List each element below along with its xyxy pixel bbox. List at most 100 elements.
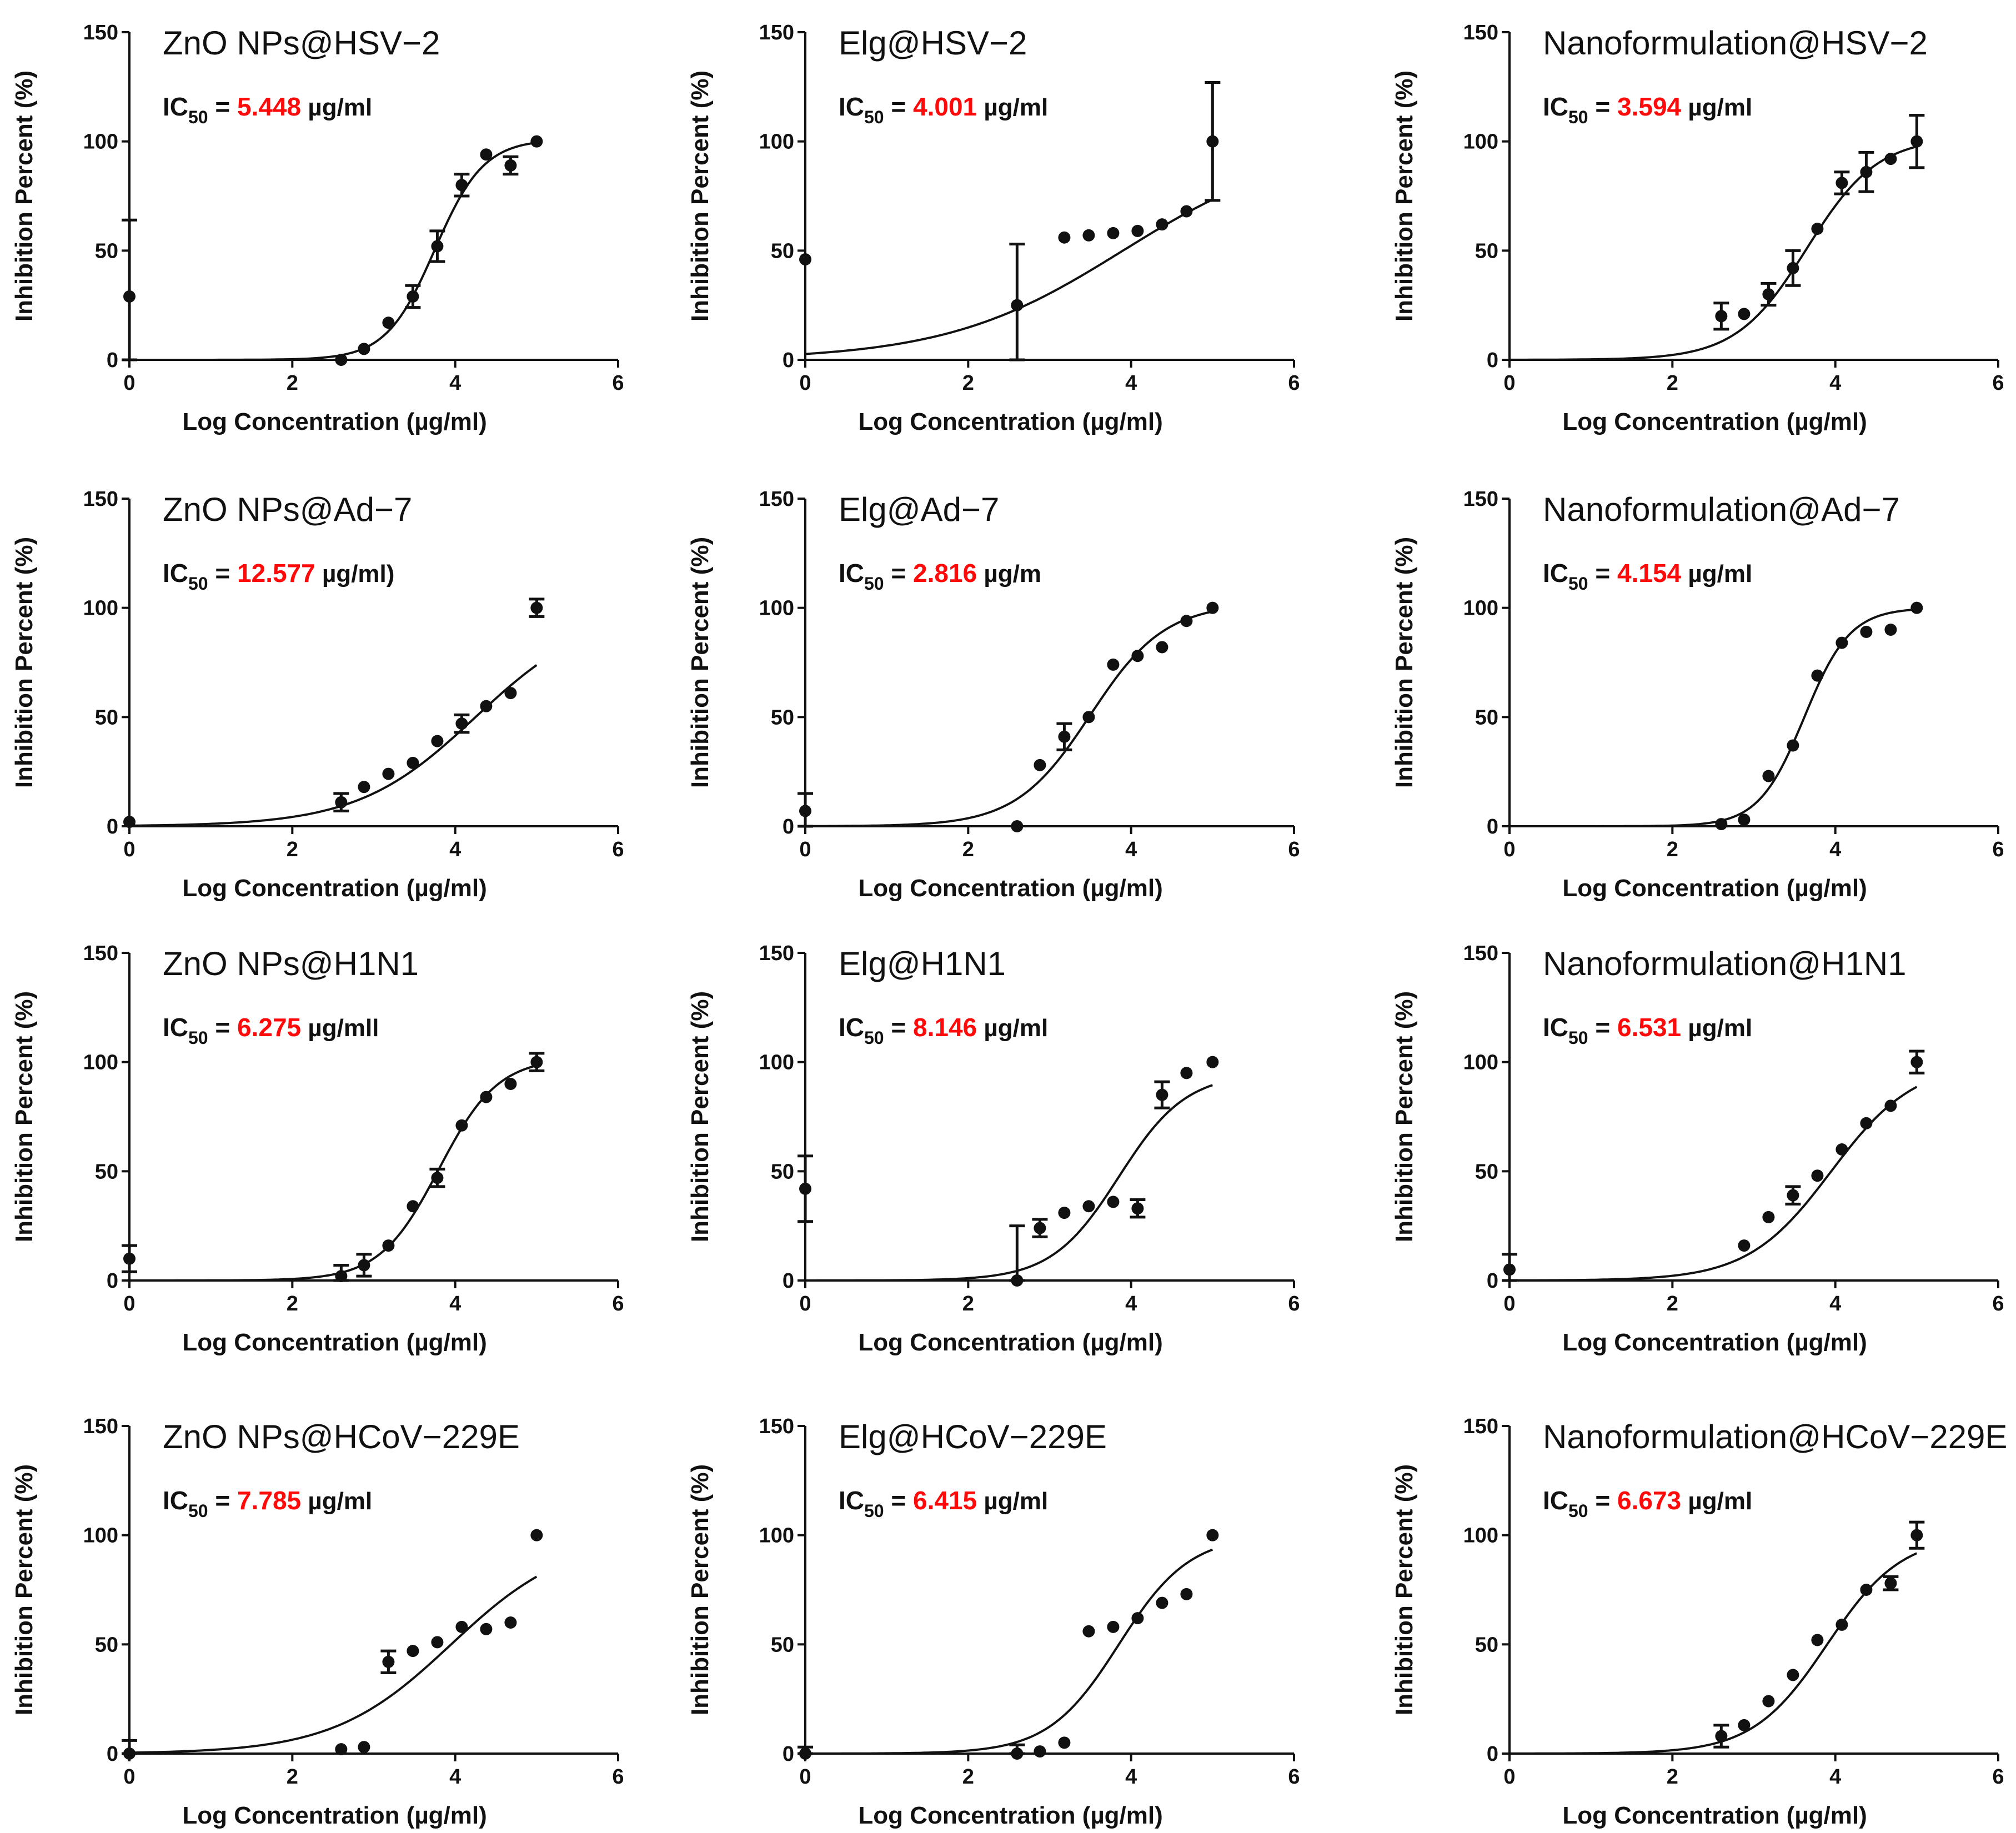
chart-2-ic50-value: 3.594 [1617, 92, 1682, 121]
chart-3-ytick-label-2: 100 [83, 597, 118, 620]
chart-7: 0 50 100 150 0 2 4 6 Log Concentration (µg/ml) In… [686, 942, 1300, 1356]
chart-9-ic50-eq: = [208, 1486, 237, 1515]
chart-7-ytick-label-0: 0 [783, 1269, 794, 1293]
chart-7-ytick-label-2: 100 [759, 1051, 794, 1074]
chart-5-xtick-label-1: 2 [1667, 838, 1678, 861]
chart-4-xtick-label-2: 4 [1125, 838, 1137, 861]
chart-10-ic50: IC50 = 6.415 µg/ml [839, 1486, 1048, 1521]
chart-4-ytick-label-2: 100 [759, 597, 794, 620]
chart-3-xtick-label-3: 6 [612, 838, 624, 861]
chart-2-ytick-label-2: 100 [1463, 130, 1498, 154]
chart-7-ic50-sub: 50 [864, 1028, 884, 1048]
chart-10-point-6 [1131, 1612, 1144, 1625]
chart-0-ytick-label-0: 0 [107, 349, 118, 372]
chart-8-fit-curve [1510, 1086, 1918, 1282]
chart-7-ic50: IC50 = 8.146 µg/ml [839, 1013, 1048, 1048]
chart-6-point-6 [455, 1119, 468, 1132]
chart-6-point-3 [382, 1239, 395, 1252]
chart-5-point-6 [1860, 625, 1873, 638]
chart-5: 0 50 100 150 0 2 4 6 Log Concentration (µg/ml) In… [1391, 488, 2004, 902]
chart-1: 0 50 100 150 0 2 4 6 Log Concentration (µg/ml) In… [686, 21, 1300, 435]
chart-6-point-7 [480, 1091, 493, 1103]
chart-9-point-2 [358, 1741, 370, 1754]
chart-6-point-1 [335, 1270, 348, 1283]
chart-9-ic50-sub: 50 [188, 1501, 208, 1521]
chart-3-point-3 [382, 767, 395, 780]
chart-6-xtick-label-2: 4 [449, 1292, 461, 1315]
chart-10-y-label: Inhibition Percent (%) [686, 1464, 714, 1715]
chart-4-fit-curve [805, 610, 1213, 827]
chart-5-point-8 [1910, 601, 1923, 614]
chart-8-y-label: Inhibition Percent (%) [1391, 991, 1418, 1242]
chart-4-ytick-label-3: 150 [759, 488, 794, 511]
chart-2-point-1 [1738, 308, 1751, 320]
chart-2-ic50-sub: 50 [1568, 107, 1588, 127]
chart-1-point-2 [1058, 231, 1071, 244]
chart-2-x-label: Log Concentration (µg/ml) [1562, 408, 1867, 435]
chart-0-errorbar-0 [122, 218, 137, 361]
chart-5-x-label: Log Concentration (µg/ml) [1562, 875, 1867, 902]
chart-0-ytick-label-1: 50 [95, 239, 118, 263]
chart-11-point-6 [1860, 1584, 1873, 1596]
chart-7-ic50-eq: = [884, 1013, 913, 1042]
chart-0-xtick-label-2: 4 [449, 371, 461, 395]
chart-4-title: Elg@Ad−7 [839, 491, 999, 528]
chart-0-point-0 [123, 290, 136, 303]
chart-4-y-label: Inhibition Percent (%) [686, 537, 714, 788]
chart-8-point-7 [1884, 1099, 1897, 1112]
chart-3-ic50-prefix: IC [163, 559, 188, 587]
chart-1-ic50-value: 4.001 [913, 92, 977, 121]
chart-6-xtick-label-3: 6 [612, 1292, 624, 1315]
chart-10-ytick-label-0: 0 [783, 1742, 794, 1766]
chart-3-point-4 [407, 756, 419, 769]
chart-0-point-1 [335, 354, 348, 366]
chart-5-xtick-label-2: 4 [1829, 838, 1841, 861]
chart-7-ic50-value: 8.146 [913, 1013, 977, 1042]
chart-0-point-8 [504, 159, 517, 172]
chart-0-fit-curve [129, 141, 537, 361]
chart-2-xtick-label-1: 2 [1667, 371, 1678, 395]
chart-11-point-2 [1762, 1695, 1775, 1708]
chart-10-point-5 [1107, 1620, 1120, 1633]
chart-2-point-2 [1762, 288, 1775, 300]
chart-7-ytick-label-3: 150 [759, 942, 794, 965]
chart-6-ic50: IC50 = 6.275 µg/mll [163, 1013, 379, 1048]
chart-3-ytick-label-0: 0 [107, 815, 118, 838]
chart-2-ic50-eq: = [1588, 92, 1617, 121]
chart-6-ic50-value: 6.275 [237, 1013, 301, 1042]
chart-11-xtick-label-0: 0 [1503, 1765, 1515, 1789]
chart-9-ytick-label-0: 0 [107, 1742, 118, 1766]
chart-5-xtick-label-0: 0 [1503, 838, 1515, 861]
chart-6-ytick-label-3: 150 [83, 942, 118, 965]
chart-0-xtick-label-1: 2 [287, 371, 298, 395]
chart-7-point-8 [1180, 1067, 1193, 1079]
chart-7-point-6 [1131, 1202, 1144, 1215]
chart-1-ytick-label-0: 0 [783, 349, 794, 372]
chart-4-point-3 [1058, 730, 1071, 743]
chart-3-ic50-unit: µg/ml) [315, 560, 395, 587]
chart-8-point-5 [1836, 1143, 1848, 1156]
chart-0-title: ZnO NPs@HSV−2 [163, 24, 440, 62]
chart-8-xtick-label-0: 0 [1503, 1292, 1515, 1315]
chart-11-title: Nanoformulation@HCoV−229E [1543, 1418, 2007, 1455]
chart-2-point-4 [1811, 223, 1824, 235]
chart-3-point-2 [358, 781, 370, 794]
chart-4-ic50-value: 2.816 [913, 559, 977, 587]
chart-3-ytick-label-3: 150 [83, 488, 118, 511]
chart-5-point-7 [1884, 624, 1897, 636]
chart-1-ic50-eq: = [884, 92, 913, 121]
chart-1-ic50-unit: µg/ml [977, 94, 1048, 121]
chart-11-point-4 [1811, 1634, 1824, 1646]
chart-0-ytick-label-2: 100 [83, 130, 118, 154]
chart-6-fit-curve [129, 1064, 537, 1282]
chart-1-xtick-label-3: 6 [1288, 371, 1300, 395]
chart-8-xtick-label-2: 4 [1829, 1292, 1841, 1315]
chart-3-point-1 [335, 796, 348, 808]
chart-9-point-7 [480, 1623, 493, 1635]
chart-5-ic50-prefix: IC [1543, 559, 1568, 587]
chart-2-point-6 [1860, 165, 1873, 178]
chart-2-ic50: IC50 = 3.594 µg/ml [1543, 92, 1752, 127]
chart-9-ytick-label-3: 150 [83, 1415, 118, 1438]
chart-7-xtick-label-2: 4 [1125, 1292, 1137, 1315]
chart-1-xtick-label-2: 4 [1125, 371, 1137, 395]
